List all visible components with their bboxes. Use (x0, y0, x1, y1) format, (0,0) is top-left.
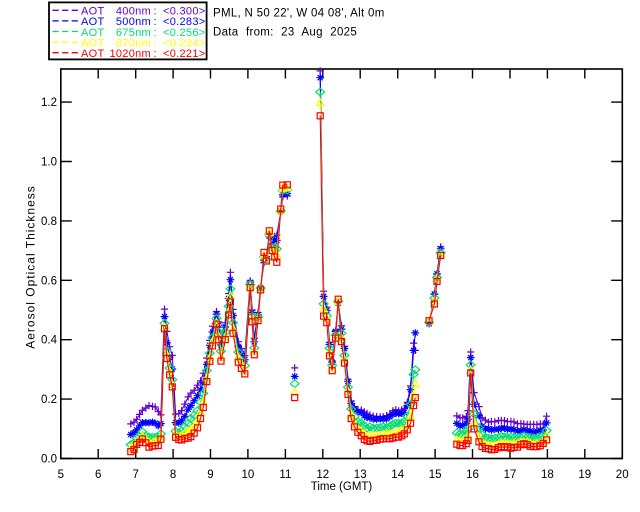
svg-text:11: 11 (279, 469, 291, 481)
svg-text::: : (154, 16, 157, 28)
svg-text:10: 10 (242, 469, 255, 481)
svg-text:AOT: AOT (81, 37, 105, 49)
svg-text:<0.221>: <0.221> (163, 48, 205, 60)
svg-text:675nm: 675nm (116, 27, 151, 39)
svg-text:14: 14 (391, 469, 404, 481)
svg-text:0.8: 0.8 (41, 216, 57, 228)
svg-text:<0.283>: <0.283> (163, 16, 205, 28)
svg-text:20: 20 (616, 469, 629, 481)
svg-text:7: 7 (132, 469, 138, 481)
svg-text:400nm: 400nm (116, 6, 151, 18)
svg-text:1.2: 1.2 (41, 97, 57, 109)
svg-text:AOT: AOT (81, 16, 105, 28)
svg-text:5: 5 (58, 469, 64, 481)
svg-text:<0.256>: <0.256> (163, 27, 205, 39)
svg-text:0.4: 0.4 (41, 335, 58, 347)
svg-text:Time (GMT): Time (GMT) (311, 481, 373, 493)
svg-text:AOT: AOT (81, 48, 105, 60)
svg-text:12: 12 (316, 469, 329, 481)
svg-text::: : (154, 37, 157, 49)
svg-text:6: 6 (95, 469, 101, 481)
svg-text:0.6: 0.6 (41, 275, 57, 287)
svg-text:1020nm: 1020nm (109, 48, 151, 60)
svg-text::: : (154, 48, 157, 60)
svg-text:17: 17 (504, 469, 517, 481)
svg-text:8: 8 (170, 469, 176, 481)
svg-text:<0.234>: <0.234> (163, 37, 205, 49)
svg-text:AOT: AOT (81, 6, 105, 18)
svg-text:AOT: AOT (81, 27, 105, 39)
svg-text:870nm: 870nm (116, 37, 151, 49)
svg-text:19: 19 (578, 469, 591, 481)
svg-text:500nm: 500nm (116, 16, 151, 28)
svg-text:Aerosol Optical Thickness: Aerosol Optical Thickness (24, 185, 38, 349)
svg-text:0.2: 0.2 (41, 394, 57, 406)
svg-text:16: 16 (466, 469, 479, 481)
svg-text::: : (154, 27, 157, 39)
svg-text:18: 18 (541, 469, 554, 481)
svg-text:<0.300>: <0.300> (163, 6, 205, 18)
svg-text:15: 15 (429, 469, 442, 481)
svg-text::: : (154, 6, 157, 18)
svg-text:9: 9 (207, 469, 213, 481)
svg-text:0.0: 0.0 (41, 454, 57, 466)
svg-text:Data from: 23 Aug 2025: Data from: 23 Aug 2025 (213, 27, 357, 39)
svg-text:1.0: 1.0 (41, 157, 57, 169)
svg-text:13: 13 (354, 469, 367, 481)
svg-text:PML, N 50 22', W 04 08', Alt 0: PML, N 50 22', W 04 08', Alt 0m (213, 8, 385, 20)
